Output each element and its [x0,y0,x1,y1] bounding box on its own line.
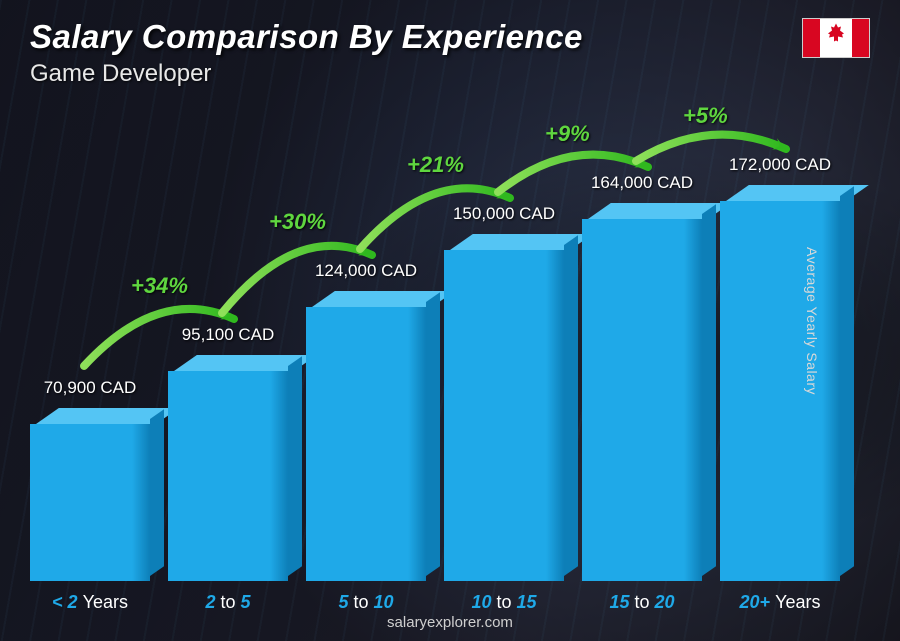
bar-side-face [840,186,854,576]
bar-group: 150,000 CAD 10 to 15 [444,204,564,581]
header: Salary Comparison By Experience Game Dev… [30,18,870,88]
bar-side-face [150,409,164,576]
bar-value-label: 95,100 CAD [182,325,275,345]
bar-value-label: 70,900 CAD [44,378,137,398]
bar-group: 172,000 CAD 20+ Years [720,155,840,581]
percent-increase-label: +30% [269,209,326,235]
bar-group: 164,000 CAD 15 to 20 [582,173,702,581]
y-axis-label: Average Yearly Salary [804,247,820,395]
bar-value-label: 124,000 CAD [315,261,417,281]
bar-category-label: 2 to 5 [205,592,250,613]
bar-3d [582,203,702,581]
salary-bar-chart: 70,900 CAD < 2 Years 95,100 CAD 2 to 5 1… [30,121,840,581]
bar-3d [168,355,288,581]
bar-category-label: 20+ Years [740,592,821,613]
bar-category-label: 15 to 20 [609,592,674,613]
percent-increase-label: +34% [131,273,188,299]
bar-side-face [564,235,578,576]
footer-attribution: salaryexplorer.com [0,614,900,631]
bar-3d [444,234,564,581]
bar-group: 124,000 CAD 5 to 10 [306,261,426,581]
bar-category-label: 10 to 15 [471,592,536,613]
bar-group: 70,900 CAD < 2 Years [30,378,150,581]
bar-side-face [288,356,302,576]
bar-front-face [168,371,288,581]
bar-side-face [426,292,440,576]
bar-3d [306,291,426,581]
bar-front-face [306,307,426,581]
bar-front-face [30,424,150,581]
bar-category-label: 5 to 10 [338,592,393,613]
bar-3d [30,408,150,581]
bar-category-label: < 2 Years [52,592,128,613]
bar-side-face [702,204,716,576]
maple-leaf-icon [825,24,847,53]
bar-3d [720,185,840,581]
canada-flag-icon [802,18,870,58]
percent-increase-label: +21% [407,152,464,178]
bar-group: 95,100 CAD 2 to 5 [168,325,288,581]
page-title: Salary Comparison By Experience [30,18,583,56]
bar-value-label: 172,000 CAD [729,155,831,175]
page-subtitle: Game Developer [30,60,583,88]
bar-front-face [720,201,840,581]
bar-front-face [444,250,564,581]
bar-value-label: 150,000 CAD [453,204,555,224]
bar-front-face [582,219,702,581]
title-block: Salary Comparison By Experience Game Dev… [30,18,583,88]
percent-increase-label: +5% [683,103,728,129]
bar-value-label: 164,000 CAD [591,173,693,193]
percent-increase-label: +9% [545,121,590,147]
